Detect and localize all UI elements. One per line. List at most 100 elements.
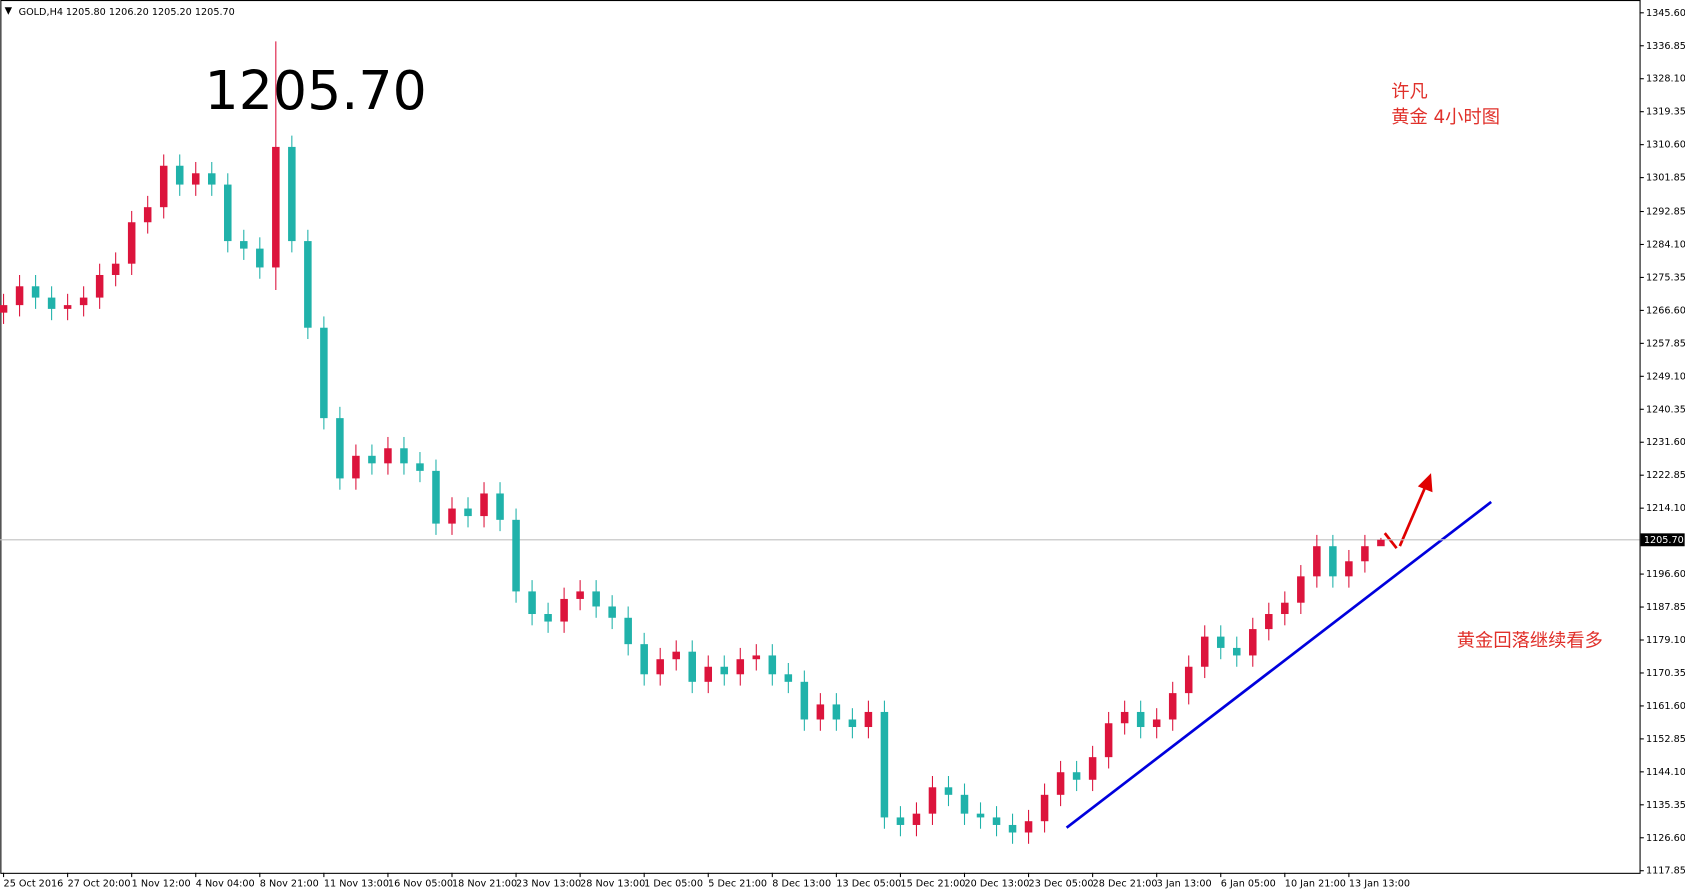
candle-body [416, 463, 424, 471]
candle-body [1249, 629, 1257, 656]
candle-body [816, 704, 825, 720]
candle-body [512, 519, 520, 592]
y-tick-label: 1179.10 [1646, 635, 1685, 646]
candle-body [624, 617, 632, 645]
x-tick-label: 28 Nov 13:00 [580, 879, 645, 890]
price-label: 1205.70 [1644, 535, 1684, 546]
x-tick-label: 18 Nov 21:00 [452, 879, 517, 890]
candle-body [656, 659, 664, 675]
candle-body [336, 418, 344, 479]
candle-body [1200, 636, 1209, 667]
candle-body [480, 493, 488, 517]
x-tick-label: 13 Jan 13:00 [1349, 879, 1410, 890]
candle-body [464, 508, 472, 517]
y-tick-label: 1284.10 [1646, 239, 1685, 250]
candle-body [1120, 711, 1129, 724]
candle-body [1329, 546, 1337, 577]
y-tick-label: 1319.35 [1646, 107, 1685, 118]
candle-body [672, 651, 680, 660]
candle-body [1345, 561, 1353, 577]
candle-body [368, 455, 376, 464]
candle-body [0, 305, 8, 313]
x-tick-label: 10 Jan 21:00 [1285, 879, 1346, 890]
candle-body [1024, 821, 1033, 833]
annotation: 黄金回落继续看多 [1457, 631, 1603, 652]
x-tick-label: 11 Nov 13:00 [324, 879, 389, 890]
candle-body [95, 274, 104, 298]
candle-body [560, 598, 568, 622]
candle-body [143, 207, 152, 223]
candle-body [1216, 636, 1225, 648]
x-tick-label: 16 Nov 05:00 [388, 879, 453, 890]
candle-body [1361, 546, 1369, 562]
x-tick-label: 3 Jan 13:00 [1157, 879, 1212, 890]
annotation: 黄金 4小时图 [1391, 107, 1500, 128]
candle-body [1088, 757, 1097, 780]
candle-body [496, 493, 504, 520]
y-tick-label: 1336.85 [1646, 41, 1685, 52]
candle-body [1313, 546, 1321, 577]
candle-body [880, 711, 889, 818]
y-tick-label: 1161.60 [1646, 701, 1685, 712]
x-tick-label: 1 Nov 12:00 [132, 879, 191, 890]
candle-body [1184, 666, 1193, 694]
arrow [1383, 473, 1433, 550]
candle-body [576, 591, 584, 599]
trend-line [1065, 500, 1493, 829]
candle-body [47, 297, 56, 309]
price-label-box [1640, 533, 1685, 547]
candle-body [240, 241, 248, 249]
candle-body [832, 704, 841, 720]
candle-body [1233, 647, 1241, 656]
y-tick-label: 1196.60 [1646, 569, 1685, 580]
candle-body [1265, 614, 1273, 630]
y-tick-label: 1292.85 [1646, 207, 1685, 218]
y-tick-label: 1231.60 [1646, 437, 1685, 448]
candle-body [224, 184, 232, 242]
x-tick-label: 27 Oct 20:00 [68, 879, 131, 890]
candle-body [864, 711, 873, 728]
candle-body [1072, 772, 1081, 780]
y-tick-label: 1249.10 [1646, 371, 1685, 382]
triangle: ▼ [5, 6, 13, 17]
candle-body [207, 173, 216, 185]
x-tick-label: 28 Dec 21:00 [1093, 879, 1158, 890]
x-tick-label: 15 Dec 21:00 [900, 879, 965, 890]
y-tick-label: 1257.85 [1646, 338, 1685, 349]
plot-frame [0, 0, 1641, 874]
candle-body [1168, 693, 1177, 720]
x-tick-label: 25 Oct 2016 [4, 879, 64, 890]
candle-body [736, 659, 745, 675]
x-tick-label: 13 Dec 05:00 [836, 879, 901, 890]
y-tick-label: 1328.10 [1646, 74, 1685, 85]
candle-body [79, 297, 88, 306]
candle-body [127, 222, 136, 264]
candle-body [608, 606, 616, 618]
y-tick-label: 1275.35 [1646, 272, 1685, 283]
candle-body [111, 263, 120, 275]
candle-body [896, 817, 905, 825]
y-tick-label: 1301.85 [1646, 173, 1685, 184]
x-tick-label: 20 Dec 13:00 [964, 879, 1029, 890]
candle-body [1136, 711, 1145, 728]
candle-body [928, 787, 937, 814]
candle-body [175, 165, 184, 185]
annotation: 许凡 [1391, 81, 1428, 102]
candle-body [1040, 794, 1049, 822]
candle-body [448, 508, 456, 524]
y-tick-label: 1126.60 [1646, 833, 1685, 844]
candle-body [960, 794, 969, 814]
candle-body [384, 448, 392, 464]
candle-body [1104, 723, 1113, 758]
x-tick-label: 23 Nov 13:00 [516, 879, 581, 890]
candle-body [432, 470, 440, 524]
x-tick-label: 6 Jan 05:00 [1221, 879, 1276, 890]
candle-body [1152, 719, 1161, 728]
y-tick-label: 1345.60 [1646, 8, 1685, 19]
y-tick-label: 1117.85 [1646, 866, 1685, 877]
quote: 1205.80 1206.20 1205.20 1205.70 [66, 7, 235, 18]
candle-body [31, 286, 40, 298]
candle-body [1297, 576, 1305, 603]
